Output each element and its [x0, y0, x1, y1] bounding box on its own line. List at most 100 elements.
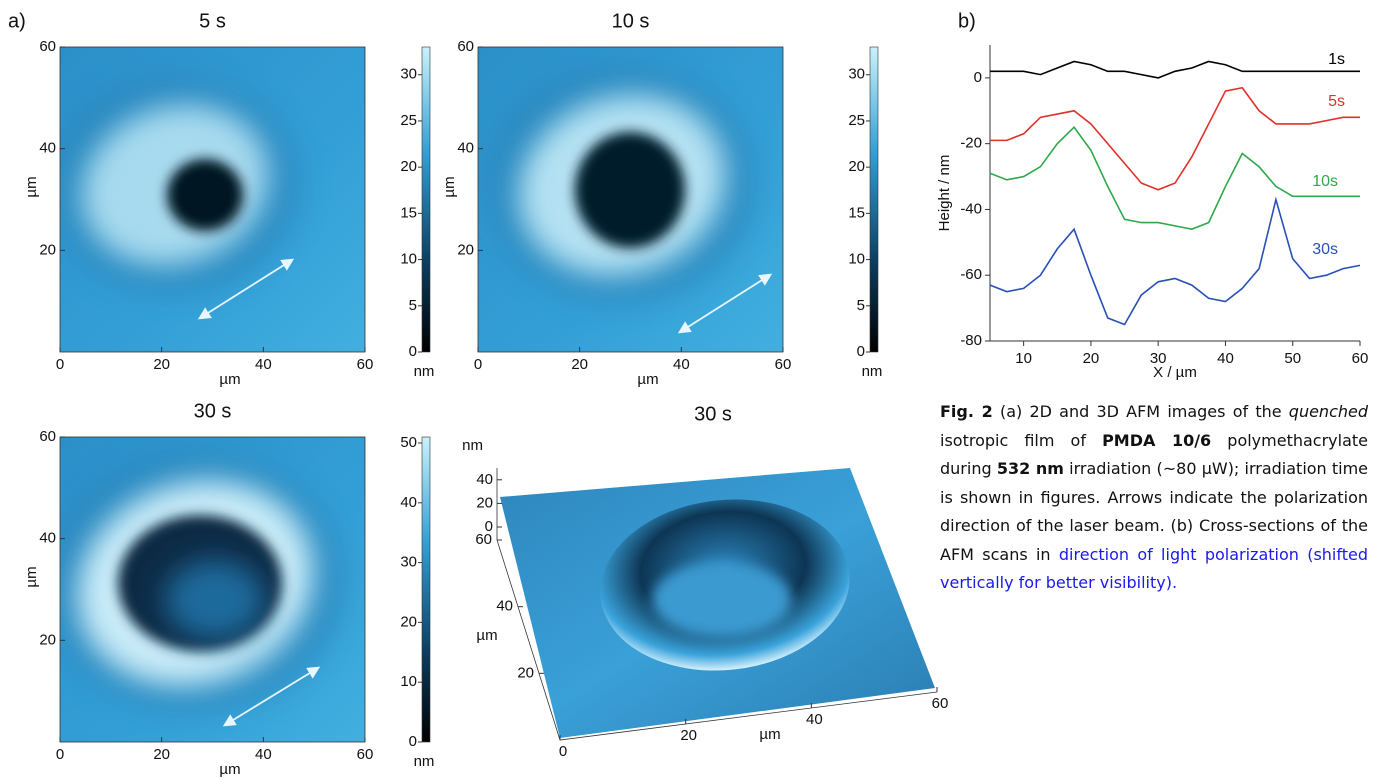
colorbar-tick-label: 5	[409, 297, 417, 314]
y-tick-label: 20	[457, 241, 474, 258]
panel-label: a)	[8, 10, 26, 32]
image-title: 30 s	[694, 403, 732, 425]
colorbar-tick-label: 30	[848, 66, 865, 83]
y-axis-label: Height / nm	[936, 155, 953, 232]
y-tick-label: 40	[496, 598, 513, 615]
x-tick-label: 60	[357, 746, 374, 763]
colorbar-tick-label: 10	[848, 251, 865, 268]
x-tick-label: 40	[255, 746, 272, 763]
polarization-arrow	[222, 666, 321, 727]
x-tick-label: 20	[571, 356, 588, 373]
y-tick-label: -60	[960, 266, 982, 283]
x-tick-label: 0	[474, 356, 482, 373]
colorbar-tick-label: 25	[848, 112, 865, 129]
series-line	[989, 196, 1361, 326]
colorbar-tick-label: 10	[400, 673, 417, 690]
z-tick-label: 40	[476, 471, 493, 488]
x-tick-label: 0	[56, 356, 64, 373]
colorbar-tick-label: 25	[400, 112, 417, 129]
z-axis-label: nm	[462, 437, 483, 454]
colorbar-tick-label: 30	[400, 66, 417, 83]
x-tick-label: 20	[680, 727, 697, 744]
afm-pit	[167, 159, 243, 231]
caption-text: quenched	[1288, 402, 1368, 421]
series-label: 30s	[1312, 241, 1338, 258]
afm-image	[478, 47, 783, 352]
y-tick-label: 40	[39, 140, 56, 157]
afm-image	[60, 437, 365, 742]
series-line	[990, 86, 1360, 191]
crater-floor	[652, 562, 792, 638]
x-tick-label: 60	[1352, 350, 1369, 367]
x-tick-label: 50	[1284, 350, 1301, 367]
x-tick-label: 60	[357, 356, 374, 373]
y-tick-label: 40	[39, 530, 56, 547]
y-axis-label: µm	[441, 176, 458, 197]
caption-text: (a) 2D and 3D AFM images of the	[992, 402, 1289, 421]
colorbar	[421, 436, 431, 743]
y-tick-label: 60	[457, 38, 474, 55]
series-label: 5s	[1328, 93, 1345, 110]
colorbar-tick-label: 30	[400, 554, 417, 571]
x-tick-label: 20	[153, 746, 170, 763]
caption-text: Fig. 2	[940, 402, 993, 421]
colorbar-tick-label: 40	[400, 494, 417, 511]
axis-line	[989, 45, 1360, 342]
y-axis-label: µm	[23, 566, 40, 587]
x-tick-label: 40	[806, 711, 823, 728]
x-tick-label: 60	[932, 695, 949, 712]
y-tick-label: 20	[39, 631, 56, 648]
image-title: 5 s	[199, 10, 226, 32]
x-axis-label: µm	[219, 761, 240, 778]
x-axis-label: µm	[637, 371, 658, 388]
y-tick-label: -40	[960, 200, 982, 217]
x-tick-label: 20	[1083, 350, 1100, 367]
y-tick-label: 40	[457, 140, 474, 157]
caption-text: PMDA 10/6	[1102, 430, 1212, 450]
colorbar-tick-label: 0	[409, 343, 417, 360]
series-line	[990, 60, 1360, 79]
x-tick-label: 40	[1217, 350, 1234, 367]
x-tick-label: 60	[775, 356, 792, 373]
colorbar	[869, 46, 879, 353]
caption-text: 532 nm	[996, 459, 1064, 478]
x-tick-label: 40	[673, 356, 690, 373]
image-frame	[59, 46, 366, 353]
colorbar-tick-label: 5	[857, 297, 865, 314]
series-label: 1s	[1328, 51, 1345, 68]
colorbar-tick-label: 0	[409, 733, 417, 750]
x-tick-label: 20	[153, 356, 170, 373]
x-tick-label: 0	[559, 743, 567, 760]
caption-text: irradiation (~80 µW); irradiation time i…	[940, 459, 1369, 564]
y-tick-label: 20	[517, 664, 534, 681]
polarization-arrow	[677, 273, 773, 334]
colorbar-tick-label: 15	[848, 204, 865, 221]
caption-text: isotropic film of	[940, 430, 1103, 450]
polarization-arrow	[197, 258, 295, 320]
x-tick-label: 30	[1150, 350, 1167, 367]
image-title: 10 s	[612, 10, 650, 32]
x-axis-label: X / µm	[1153, 364, 1197, 381]
caption: Fig. 2 (a) 2D and 3D AFM images of the q…	[940, 398, 1368, 598]
panel-label: b)	[958, 10, 976, 32]
colorbar-tick-label: 20	[400, 158, 417, 175]
image-frame	[59, 436, 366, 743]
colorbar-unit: nm	[414, 363, 435, 380]
y-tick-label: 0	[974, 69, 982, 86]
x-axis-label: µm	[759, 726, 780, 743]
y-tick-label: 60	[39, 38, 56, 55]
y-tick-label: -20	[960, 135, 982, 152]
series-line	[989, 126, 1360, 231]
image-title: 30 s	[194, 400, 232, 422]
y-tick-label: -80	[960, 332, 982, 349]
colorbar-tick-label: 20	[848, 158, 865, 175]
y-tick-label: 60	[39, 428, 56, 445]
x-tick-label: 0	[56, 746, 64, 763]
afm-center	[165, 560, 265, 640]
series-label: 10s	[1312, 173, 1338, 190]
axis-line	[496, 468, 938, 741]
x-tick-label: 10	[1015, 350, 1032, 367]
caption-text: direction of light polarization (shifted…	[940, 544, 1368, 593]
